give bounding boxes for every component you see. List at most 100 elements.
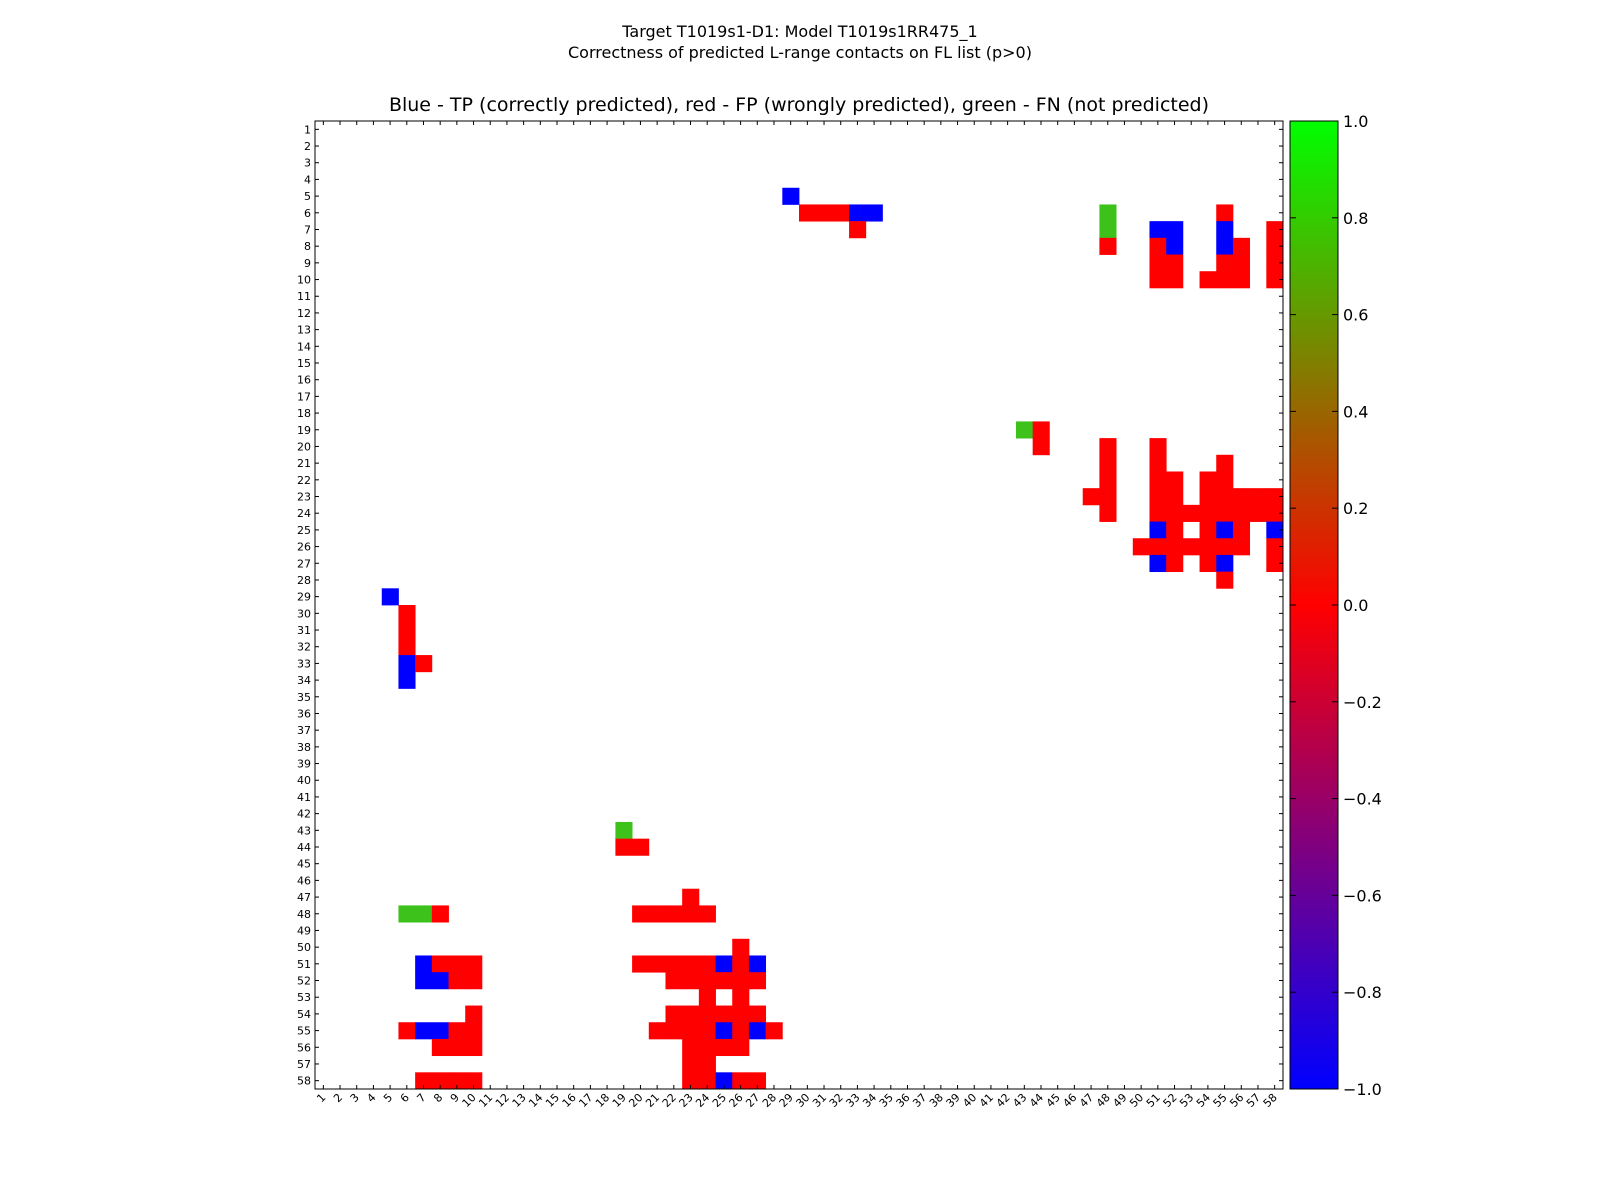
x-tick-label: 6 — [398, 1091, 412, 1105]
y-tick-label: 11 — [297, 290, 311, 303]
contact-cell-fp — [682, 888, 700, 906]
contact-cell-tp — [398, 655, 416, 673]
contact-cell-fp — [732, 972, 750, 990]
contact-cell-fp — [1199, 471, 1217, 489]
contact-cell-fp — [698, 1038, 716, 1057]
colorbar-tick-label: 0.8 — [1343, 209, 1368, 228]
contact-cell-fp — [1032, 421, 1050, 439]
y-tick-label: 7 — [304, 223, 311, 236]
contact-cell-fp — [748, 972, 767, 990]
contact-cell-fp — [1266, 538, 1284, 556]
contact-cell-fp — [665, 1005, 683, 1023]
contact-cell-fp — [398, 638, 416, 656]
contact-cell-fp — [465, 972, 483, 990]
contact-cell-fp — [431, 905, 449, 923]
chart-title: Blue - TP (correctly predicted), red - F… — [388, 94, 1210, 116]
contact-cell-fp — [1149, 438, 1167, 456]
contact-cell-fp — [1149, 237, 1167, 255]
y-tick-label: 56 — [297, 1041, 311, 1054]
contact-cell-tp — [431, 972, 449, 990]
colorbar-tick-label: 1.0 — [1343, 112, 1368, 131]
contact-cell-fp — [465, 1038, 483, 1057]
contact-cell-fp — [1216, 471, 1234, 489]
y-tick-label: 4 — [304, 173, 311, 186]
y-tick-label: 26 — [297, 541, 311, 554]
y-tick-label: 49 — [297, 924, 311, 937]
contact-cell-fp — [1166, 254, 1184, 272]
axis-ticks — [315, 121, 1283, 1089]
x-tick-label: 58 — [1261, 1091, 1280, 1110]
y-tick-label: 41 — [297, 791, 311, 804]
y-tick-label: 42 — [297, 808, 311, 821]
y-tick-label: 55 — [297, 1025, 311, 1038]
contact-cell-fp — [1199, 554, 1217, 573]
colorbar-tick-label: −0.2 — [1343, 693, 1382, 712]
contact-cell-fp — [682, 1005, 700, 1023]
y-axis-tick-labels: 1234567891011121314151617181920212223242… — [297, 123, 311, 1087]
contact-cell-fp — [698, 955, 716, 973]
contact-cell-fp — [1232, 271, 1251, 289]
contact-cell-fp — [615, 838, 633, 856]
y-tick-label: 21 — [297, 457, 311, 470]
contact-cell-fp — [682, 955, 700, 973]
y-tick-label: 35 — [297, 691, 311, 704]
contact-cell-fp — [732, 1038, 750, 1057]
contact-cell-fp — [698, 1005, 716, 1023]
contact-cell-fp — [732, 1072, 750, 1090]
contact-cell-fp — [665, 1022, 683, 1040]
contact-cell-fp — [682, 1038, 700, 1057]
contact-cell-fp — [732, 955, 750, 973]
y-tick-label: 46 — [297, 874, 311, 887]
contact-cell-tp — [1216, 521, 1234, 539]
contact-cell-fp — [448, 1038, 466, 1057]
contact-cell-fn — [1015, 421, 1034, 439]
contact-cell-fp — [682, 972, 700, 990]
contact-cell-fp — [698, 988, 716, 1006]
figure-title-line-1: Target T1019s1-D1: Model T1019s1RR475_1 — [622, 22, 978, 41]
contact-cell-fp — [732, 988, 750, 1006]
contact-cell-fn — [1099, 204, 1117, 222]
y-tick-label: 23 — [297, 491, 311, 504]
contact-cell-fp — [448, 955, 466, 973]
contact-cell-tp — [748, 1022, 767, 1040]
contact-cell-fp — [1216, 271, 1234, 289]
contact-cell-fp — [1232, 488, 1251, 506]
contact-cell-tp — [748, 955, 767, 973]
y-tick-label: 27 — [297, 557, 311, 570]
colorbar-tick-label: 0.2 — [1343, 499, 1368, 518]
contact-cell-fp — [698, 905, 716, 923]
contact-cell-tp — [1216, 237, 1234, 255]
y-tick-label: 17 — [297, 390, 311, 403]
y-tick-label: 20 — [297, 440, 311, 453]
y-tick-label: 5 — [304, 190, 311, 203]
contact-cell-fp — [1166, 521, 1184, 539]
contact-cell-tp — [1266, 521, 1284, 539]
contact-cell-fp — [1032, 438, 1050, 456]
y-tick-label: 25 — [297, 524, 311, 537]
contact-cell-tp — [415, 955, 433, 973]
colorbar-tick-label: −0.4 — [1343, 790, 1382, 809]
contact-cell-fp — [815, 204, 833, 222]
contact-cell-fp — [1166, 271, 1184, 289]
y-tick-label: 3 — [304, 157, 311, 170]
y-tick-label: 10 — [297, 274, 311, 287]
y-tick-label: 30 — [297, 607, 311, 620]
contact-cell-fp — [765, 1022, 783, 1040]
contact-cell-fp — [431, 1038, 449, 1057]
x-tick-label: 5 — [381, 1091, 395, 1105]
y-tick-label: 53 — [297, 991, 311, 1004]
colorbar-tick-label: 0.4 — [1343, 402, 1368, 421]
contact-cell-fp — [665, 955, 683, 973]
contact-cell-fp — [1199, 538, 1217, 556]
contact-cell-fp — [1099, 237, 1117, 255]
contact-cell-fp — [1149, 488, 1167, 506]
contact-cell-fp — [1149, 254, 1167, 272]
x-tick-label: 1 — [314, 1091, 328, 1105]
y-tick-label: 44 — [297, 841, 311, 854]
contact-cell-fp — [1099, 504, 1117, 522]
x-tick-label: 7 — [414, 1091, 428, 1105]
y-tick-label: 31 — [297, 624, 311, 637]
contact-cell-fp — [698, 1055, 716, 1073]
contact-cell-fp — [1232, 254, 1251, 272]
y-tick-label: 14 — [297, 340, 311, 353]
